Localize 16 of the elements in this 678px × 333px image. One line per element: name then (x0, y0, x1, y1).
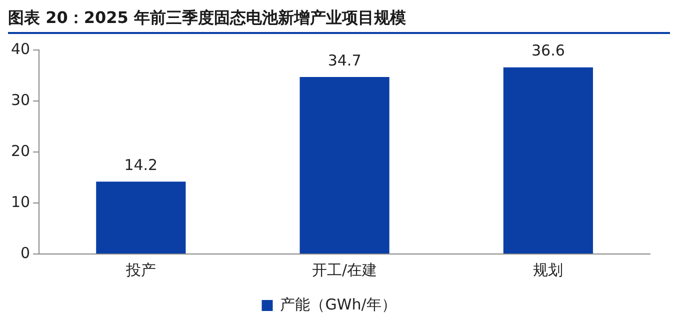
data-label: 14.2 (124, 156, 158, 174)
bar (300, 77, 390, 254)
bar (503, 67, 593, 254)
data-label: 34.7 (328, 51, 362, 70)
x-tick-label: 开工/在建 (312, 260, 378, 279)
y-tick-label: 30 (10, 90, 30, 109)
bar (96, 182, 186, 254)
y-tick-label: 40 (10, 40, 30, 58)
legend-label: 产能（GWh/年） (280, 295, 396, 314)
x-tick-label: 投产 (124, 260, 156, 279)
chart-title: 图表 20：2025 年前三季度固态电池新增产业项目规模 (8, 8, 670, 34)
data-label: 36.6 (531, 42, 565, 60)
y-tick-label: 20 (10, 142, 30, 160)
y-tick-label: 10 (10, 192, 30, 211)
y-tick-label: 0 (20, 244, 30, 262)
x-tick-label: 规划 (533, 260, 564, 279)
